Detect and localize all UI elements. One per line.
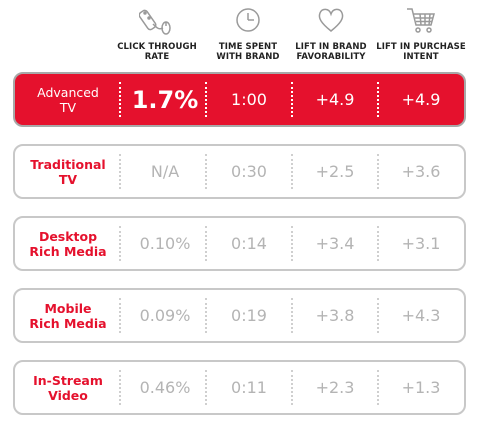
cell-time-spent: 0:19: [231, 306, 267, 325]
column-divider: [205, 82, 207, 117]
column-divider: [119, 298, 121, 333]
table-row-traditional-tv: Traditional TV N/A 0:30 +2.5 +3.6: [13, 144, 466, 199]
column-header-brand-favorability: LIFT IN BRAND FAVORABILITY: [295, 42, 367, 62]
cell-time-spent: 1:00: [231, 90, 267, 109]
column-divider: [291, 298, 293, 333]
column-divider: [377, 226, 379, 261]
cell-click-through-rate: 1.7%: [131, 85, 199, 114]
cell-brand-favorability: +3.4: [315, 234, 355, 253]
table-row-in-stream-video: In-Stream Video 0.46% 0:11 +2.3 +1.3: [13, 360, 466, 415]
cell-purchase-intent: +4.3: [401, 306, 441, 325]
column-divider: [291, 370, 293, 405]
shopping-cart-icon: [403, 4, 439, 36]
column-divider: [205, 226, 207, 261]
table-row-desktop-rich-media: Desktop Rich Media 0.10% 0:14 +3.4 +3.1: [13, 216, 466, 271]
cell-time-spent: 0:14: [231, 234, 267, 253]
cell-click-through-rate: 0.46%: [139, 378, 191, 397]
row-label: Advanced TV: [37, 84, 99, 115]
heart-icon: [313, 4, 349, 36]
cell-brand-favorability: +4.9: [315, 90, 355, 109]
column-divider: [291, 226, 293, 261]
column-divider: [119, 226, 121, 261]
cell-purchase-intent: +4.9: [401, 90, 441, 109]
cell-click-through-rate: N/A: [150, 162, 180, 181]
column-divider: [205, 154, 207, 189]
column-divider: [119, 370, 121, 405]
column-divider: [205, 370, 207, 405]
row-label: Desktop Rich Media: [29, 228, 107, 259]
cell-purchase-intent: +3.6: [401, 162, 441, 181]
table-row-mobile-rich-media: Mobile Rich Media 0.09% 0:19 +3.8 +4.3: [13, 288, 466, 343]
column-divider: [377, 370, 379, 405]
clock-icon: [230, 4, 266, 36]
row-label: Traditional TV: [30, 156, 106, 187]
column-header-purchase-intent: LIFT IN PURCHASE INTENT: [376, 42, 466, 62]
table-row-advanced-tv: Advanced TV 1.7% 1:00 +4.9 +4.9: [13, 72, 466, 127]
cell-brand-favorability: +3.8: [315, 306, 355, 325]
cell-time-spent: 0:11: [231, 378, 267, 397]
cell-click-through-rate: 0.09%: [139, 306, 191, 325]
column-divider: [291, 154, 293, 189]
cell-brand-favorability: +2.5: [315, 162, 355, 181]
row-label: Mobile Rich Media: [29, 300, 107, 331]
icon-row: [0, 0, 486, 40]
column-divider: [119, 154, 121, 189]
cell-purchase-intent: +3.1: [401, 234, 441, 253]
column-divider: [291, 82, 293, 117]
cell-time-spent: 0:30: [231, 162, 267, 181]
column-divider: [377, 82, 379, 117]
column-header-click-through-rate: CLICK THROUGH RATE: [117, 42, 197, 62]
column-header-time-spent: TIME SPENT WITH BRAND: [216, 42, 280, 62]
column-divider: [377, 298, 379, 333]
column-divider: [205, 298, 207, 333]
row-label: In-Stream Video: [33, 372, 103, 403]
cell-brand-favorability: +2.3: [315, 378, 355, 397]
cell-purchase-intent: +1.3: [401, 378, 441, 397]
cell-click-through-rate: 0.10%: [139, 234, 191, 253]
mouse-click-icon: [138, 4, 175, 36]
column-divider: [119, 82, 121, 117]
column-divider: [377, 154, 379, 189]
